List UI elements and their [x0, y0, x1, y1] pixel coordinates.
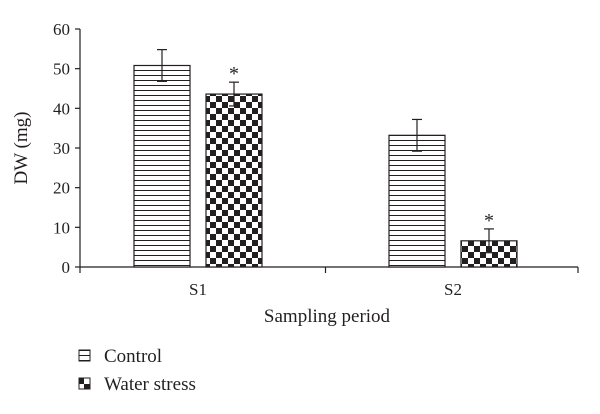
significance-marker-water-stress-s1: * — [229, 63, 239, 85]
legend-item-water-stress: Water stress — [78, 374, 196, 395]
y-tick-label-60: 60 — [53, 20, 70, 39]
legend-label-water-stress: Water stress — [104, 374, 196, 395]
y-tick-label-50: 50 — [53, 60, 70, 79]
y-tick-label-20: 20 — [53, 179, 70, 198]
legend-swatch-control — [78, 349, 91, 362]
bar-water-stress-s1 — [205, 93, 263, 268]
x-tick-label-s1: S1 — [189, 280, 207, 299]
y-axis-title: DW (mg) — [11, 112, 32, 185]
legend-item-control: Control — [78, 346, 162, 367]
legend: Control Water stress — [78, 346, 196, 395]
x-tick-label-s2: S2 — [444, 280, 462, 299]
y-tick-label-30: 30 — [53, 139, 70, 158]
y-tick-label-40: 40 — [53, 99, 70, 118]
significance-marker-water-stress-s2: * — [484, 210, 494, 232]
y-tick-label-10: 10 — [53, 218, 70, 237]
bar-control-s2 — [388, 134, 446, 268]
legend-swatch-water-stress — [78, 377, 91, 390]
bar-control-s1 — [133, 64, 191, 268]
plot-area: 0 10 20 30 40 50 60 S1 S2 * * — [53, 20, 579, 299]
legend-label-control: Control — [104, 346, 162, 367]
x-axis-title: Sampling period — [264, 306, 391, 327]
y-tick-label-0: 0 — [62, 258, 71, 277]
